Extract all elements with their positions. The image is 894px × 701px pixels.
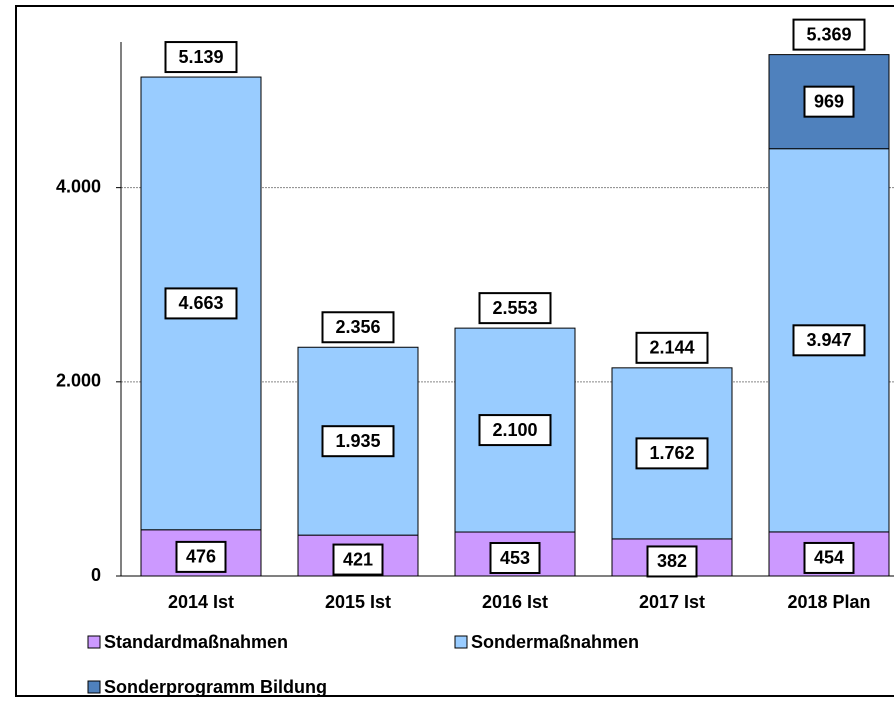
label-box [332, 543, 384, 576]
legend-swatch [454, 635, 468, 649]
label-box [489, 542, 541, 575]
label-box [792, 18, 866, 51]
legend-label: Sonderprogramm Bildung [104, 677, 327, 697]
data-label: 382 [657, 551, 687, 571]
data-label: 421 [343, 549, 373, 569]
x-tick-label: 2016 Ist [482, 592, 548, 612]
data-label: 4.663 [178, 293, 223, 313]
label-box [635, 437, 709, 470]
x-tick-label: 2014 Ist [168, 592, 234, 612]
data-label: 5.139 [178, 47, 223, 67]
legend-swatch [87, 635, 101, 649]
data-label: 476 [186, 547, 216, 567]
y-tick-label: 0 [91, 565, 101, 585]
data-label: 2.553 [492, 298, 537, 318]
label-box [803, 85, 855, 118]
data-label: 1.762 [649, 443, 694, 463]
data-label: 454 [814, 548, 844, 568]
y-tick-label: 2.000 [56, 371, 101, 391]
label-box [175, 540, 227, 573]
data-label: 5.369 [806, 24, 851, 44]
data-label: 2.356 [335, 317, 380, 337]
label-box [164, 41, 238, 74]
label-box [803, 541, 855, 574]
label-box [478, 292, 552, 325]
data-label: 453 [500, 548, 530, 568]
x-tick-label: 2017 Ist [639, 592, 705, 612]
legend-label: Sondermaßnahmen [471, 632, 639, 652]
data-label: 969 [814, 91, 844, 111]
data-label: 3.947 [806, 330, 851, 350]
data-label: 1.935 [335, 431, 380, 451]
chart-frame [15, 5, 894, 697]
label-box [792, 324, 866, 357]
label-box [478, 414, 552, 447]
label-box [321, 311, 395, 344]
y-tick-label: 4.000 [56, 176, 101, 196]
x-tick-label: 2018 Plan [787, 592, 870, 612]
label-box [635, 331, 709, 364]
data-label: 2.144 [649, 338, 694, 358]
label-box [321, 425, 395, 458]
x-tick-label: 2015 Ist [325, 592, 391, 612]
label-box [164, 287, 238, 320]
legend-swatch [87, 680, 101, 694]
data-label: 2.100 [492, 420, 537, 440]
legend-label: Standardmaßnahmen [104, 632, 288, 652]
